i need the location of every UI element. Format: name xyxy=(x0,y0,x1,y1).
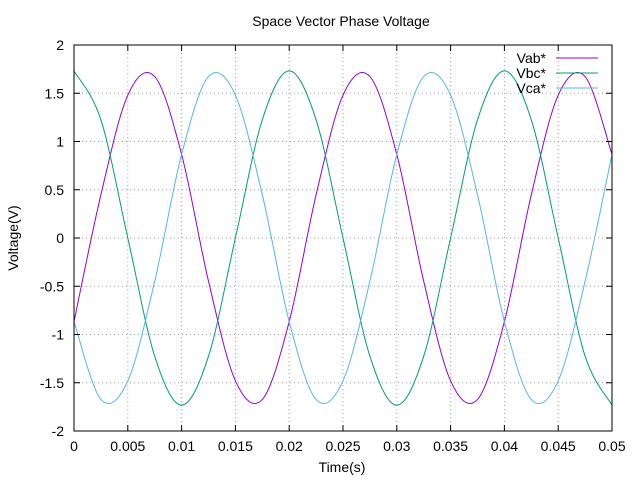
x-axis-label: Time(s) xyxy=(319,459,366,475)
series-line-vab xyxy=(73,72,613,404)
y-tick-label: -0.5 xyxy=(40,278,64,294)
x-tick-label: 0.04 xyxy=(491,438,518,454)
x-tick-label: 0.025 xyxy=(325,438,360,454)
x-tick-label: 0.01 xyxy=(168,438,195,454)
y-axis-label: Voltage(V) xyxy=(5,205,21,270)
legend-label-vbc: Vbc* xyxy=(516,65,546,81)
series-line-vca xyxy=(73,72,613,404)
y-tick-label: 0.5 xyxy=(45,182,65,198)
series-group xyxy=(73,70,613,406)
ticks: 0 0.005 0.01 0.015 0.02 0.025 0.03 0.035 0.04 0.0… xyxy=(40,37,626,454)
x-tick-label: 0.05 xyxy=(598,438,625,454)
y-tick-label: 1.5 xyxy=(45,85,65,101)
legend-label-vca: Vca* xyxy=(516,80,546,96)
x-tick-label: 0.005 xyxy=(110,438,145,454)
y-tick-label: 0 xyxy=(56,230,64,246)
y-tick-label: 1 xyxy=(56,134,64,150)
chart-title: Space Vector Phase Voltage xyxy=(252,13,430,29)
y-tick-label: -1.5 xyxy=(40,375,64,391)
y-tick-label: -2 xyxy=(52,423,65,439)
legend-label-vab: Vab* xyxy=(517,50,547,66)
legend: Vab*Vbc*Vca* xyxy=(516,50,598,96)
x-tick-label: 0.015 xyxy=(218,438,253,454)
x-tick-label: 0 xyxy=(70,438,78,454)
series-line-vbc xyxy=(73,70,613,406)
x-tick-label: 0.02 xyxy=(276,438,303,454)
x-tick-label: 0.045 xyxy=(541,438,576,454)
x-tick-label: 0.03 xyxy=(383,438,410,454)
x-tick-label: 0.035 xyxy=(433,438,468,454)
y-tick-label: -1 xyxy=(52,327,65,343)
y-tick-label: 2 xyxy=(56,37,64,53)
